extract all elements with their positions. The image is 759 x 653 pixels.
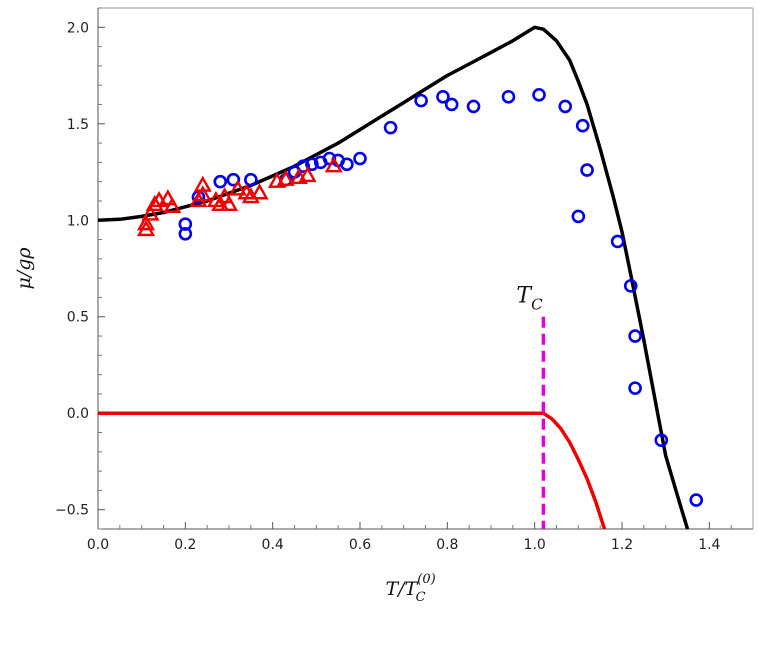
y-tick-label: 1.0 — [67, 213, 89, 229]
circle-data-point — [383, 120, 398, 135]
circle-data-point — [623, 279, 638, 293]
triangle-data-point — [163, 196, 182, 213]
circle-data-point — [444, 97, 459, 112]
tc-label-main: T — [516, 284, 533, 309]
y-tick-label: 0.5 — [67, 310, 89, 326]
x-tick-label: 0.8 — [436, 537, 458, 553]
triangle-data-point — [298, 165, 317, 183]
series-line-0 — [97, 25, 690, 530]
y-tick-label: 1.5 — [67, 117, 89, 133]
circle-data-point — [466, 99, 481, 114]
triangle-data-point — [193, 185, 212, 202]
circle-data-point — [501, 89, 516, 104]
circle-data-point — [305, 157, 319, 172]
y-tick-label: 2.0 — [67, 20, 89, 36]
y-tick-label: −0.5 — [55, 503, 89, 519]
triangle-data-point — [228, 179, 247, 196]
x-tick-label: 0.2 — [174, 537, 196, 553]
triangle-data-point — [276, 169, 295, 186]
x-tick-label: 1.2 — [611, 537, 633, 553]
x-axis-label-sup: (0) — [417, 572, 435, 587]
circle-data-point — [226, 172, 241, 187]
circle-data-point — [628, 381, 642, 395]
triangle-data-point — [215, 187, 234, 204]
circle-data-point — [178, 226, 193, 241]
series-markers — [136, 88, 704, 507]
circle-data-point — [571, 209, 586, 224]
circle-data-point — [575, 118, 590, 133]
circle-data-point — [178, 217, 193, 231]
x-axis-label-sub: C — [416, 590, 426, 605]
triangle-data-point — [193, 175, 212, 192]
circle-data-point — [628, 329, 642, 343]
circle-data-point — [654, 433, 669, 448]
x-axis-label-main: T/T — [386, 578, 419, 600]
x-tick-label: 1.0 — [524, 537, 546, 553]
tc-label-sub: C — [531, 296, 543, 314]
circle-data-point — [610, 234, 625, 249]
triangle-data-point — [324, 156, 343, 173]
y-axis-ticks: −0.5 0.0 0.5 1.0 1.5 2.0 — [55, 7, 105, 530]
circle-data-point — [580, 163, 594, 177]
circle-data-point — [414, 93, 428, 108]
circle-data-point — [689, 493, 704, 507]
tc-label: TC — [516, 284, 543, 314]
circle-data-point — [244, 172, 258, 187]
triangle-data-point — [250, 183, 269, 200]
circle-data-point — [213, 174, 228, 189]
x-tick-label: 0.0 — [87, 537, 109, 553]
x-tick-label: 0.4 — [262, 537, 284, 553]
circle-data-point — [558, 99, 573, 114]
triangle-data-point — [219, 194, 239, 212]
triangle-data-point — [145, 194, 164, 212]
circle-data-point — [296, 159, 311, 174]
y-axis-label: μ/gρ — [13, 247, 35, 290]
triangle-data-point — [158, 189, 177, 206]
series-line-1 — [98, 411, 607, 530]
x-tick-label: 0.6 — [349, 537, 371, 553]
circle-data-point — [436, 89, 450, 104]
x-tick-label: 1.4 — [698, 537, 720, 553]
x-axis-label: T/T(0) C — [386, 572, 436, 605]
circle-data-point — [532, 88, 546, 102]
plot-frame — [97, 7, 754, 530]
x-axis-ticks: 0.0 0.2 0.4 0.6 0.8 1.0 1.2 1.4 — [87, 522, 732, 553]
critical-temperature-annotation: TC — [516, 284, 546, 529]
y-tick-label: 0.0 — [67, 406, 89, 422]
series-lines — [97, 25, 690, 530]
circle-data-point — [340, 157, 354, 172]
circle-data-point — [353, 151, 367, 166]
triangle-data-point — [211, 194, 230, 212]
triangle-data-point — [136, 214, 156, 231]
triangle-data-point — [141, 204, 160, 221]
